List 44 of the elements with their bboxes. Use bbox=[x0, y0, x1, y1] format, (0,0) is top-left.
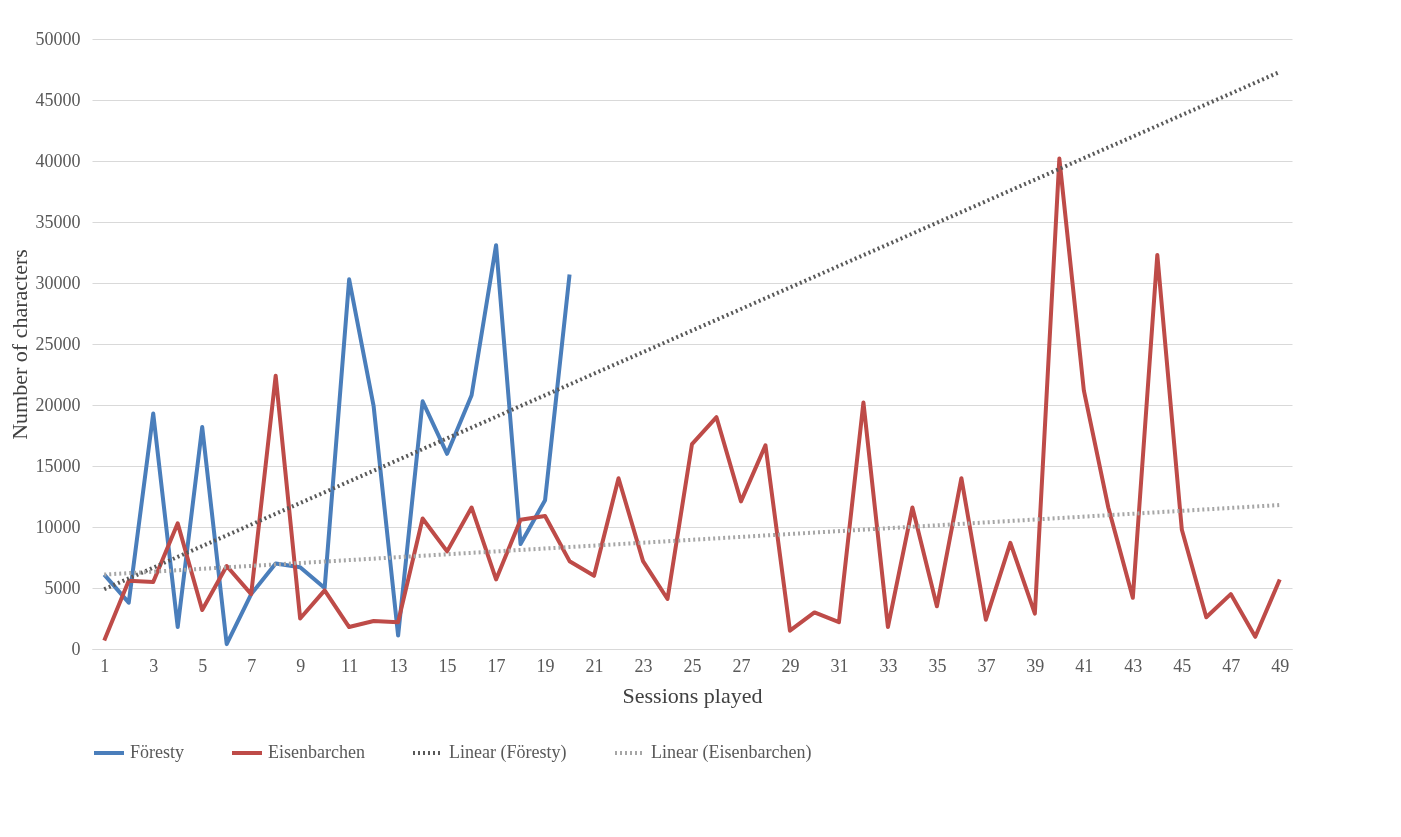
x-axis-title: Sessions played bbox=[622, 682, 763, 708]
y-tick-label: 20000 bbox=[35, 394, 81, 415]
y-tick-label: 5000 bbox=[44, 577, 81, 598]
x-tick-label: 17 bbox=[487, 655, 506, 676]
x-tick-label: 47 bbox=[1222, 655, 1241, 676]
x-tick-label: 37 bbox=[977, 655, 996, 676]
x-tick-label: 23 bbox=[634, 655, 653, 676]
line-series bbox=[102, 156, 1282, 643]
x-tick-label: 31 bbox=[830, 655, 849, 676]
x-tick-label: 7 bbox=[247, 655, 257, 676]
y-tick-label: 50000 bbox=[35, 28, 81, 49]
x-tick-label: 33 bbox=[879, 655, 898, 676]
line-series bbox=[102, 243, 572, 647]
x-tick-label: 15 bbox=[438, 655, 457, 676]
y-tick-label: 35000 bbox=[35, 211, 81, 232]
x-tick-label: 45 bbox=[1173, 655, 1192, 676]
y-tick-label: 10000 bbox=[35, 516, 81, 537]
x-tick-label: 41 bbox=[1075, 655, 1094, 676]
x-tick-label: 9 bbox=[296, 655, 306, 676]
x-tick-label: 39 bbox=[1026, 655, 1045, 676]
x-tick-label: 21 bbox=[585, 655, 604, 676]
x-tick-label: 3 bbox=[149, 655, 159, 676]
y-tick-label: 0 bbox=[71, 638, 81, 659]
legend-label: Linear (Föresty) bbox=[449, 742, 567, 763]
y-axis-title: Number of characters bbox=[6, 249, 32, 440]
x-tick-label: 35 bbox=[928, 655, 947, 676]
legend-label: Föresty bbox=[130, 742, 184, 762]
legend-label: Eisenbarchen bbox=[268, 742, 365, 762]
x-tick-label: 1 bbox=[100, 655, 110, 676]
y-tick-label: 15000 bbox=[35, 455, 81, 476]
x-tick-label: 11 bbox=[340, 655, 359, 676]
x-tick-label: 25 bbox=[683, 655, 702, 676]
y-tick-label: 45000 bbox=[35, 89, 81, 110]
x-tick-label: 19 bbox=[536, 655, 555, 676]
x-tick-label: 49 bbox=[1271, 655, 1290, 676]
x-tick-label: 29 bbox=[781, 655, 800, 676]
x-tick-label: 27 bbox=[732, 655, 751, 676]
x-tick-label: 43 bbox=[1124, 655, 1143, 676]
y-tick-label: 25000 bbox=[35, 333, 81, 354]
legend-label: Linear (Eisenbarchen) bbox=[651, 742, 812, 763]
y-tick-label: 40000 bbox=[35, 150, 81, 171]
y-tick-label: 30000 bbox=[35, 272, 81, 293]
x-tick-label: 5 bbox=[198, 655, 208, 676]
x-tick-label: 13 bbox=[389, 655, 408, 676]
